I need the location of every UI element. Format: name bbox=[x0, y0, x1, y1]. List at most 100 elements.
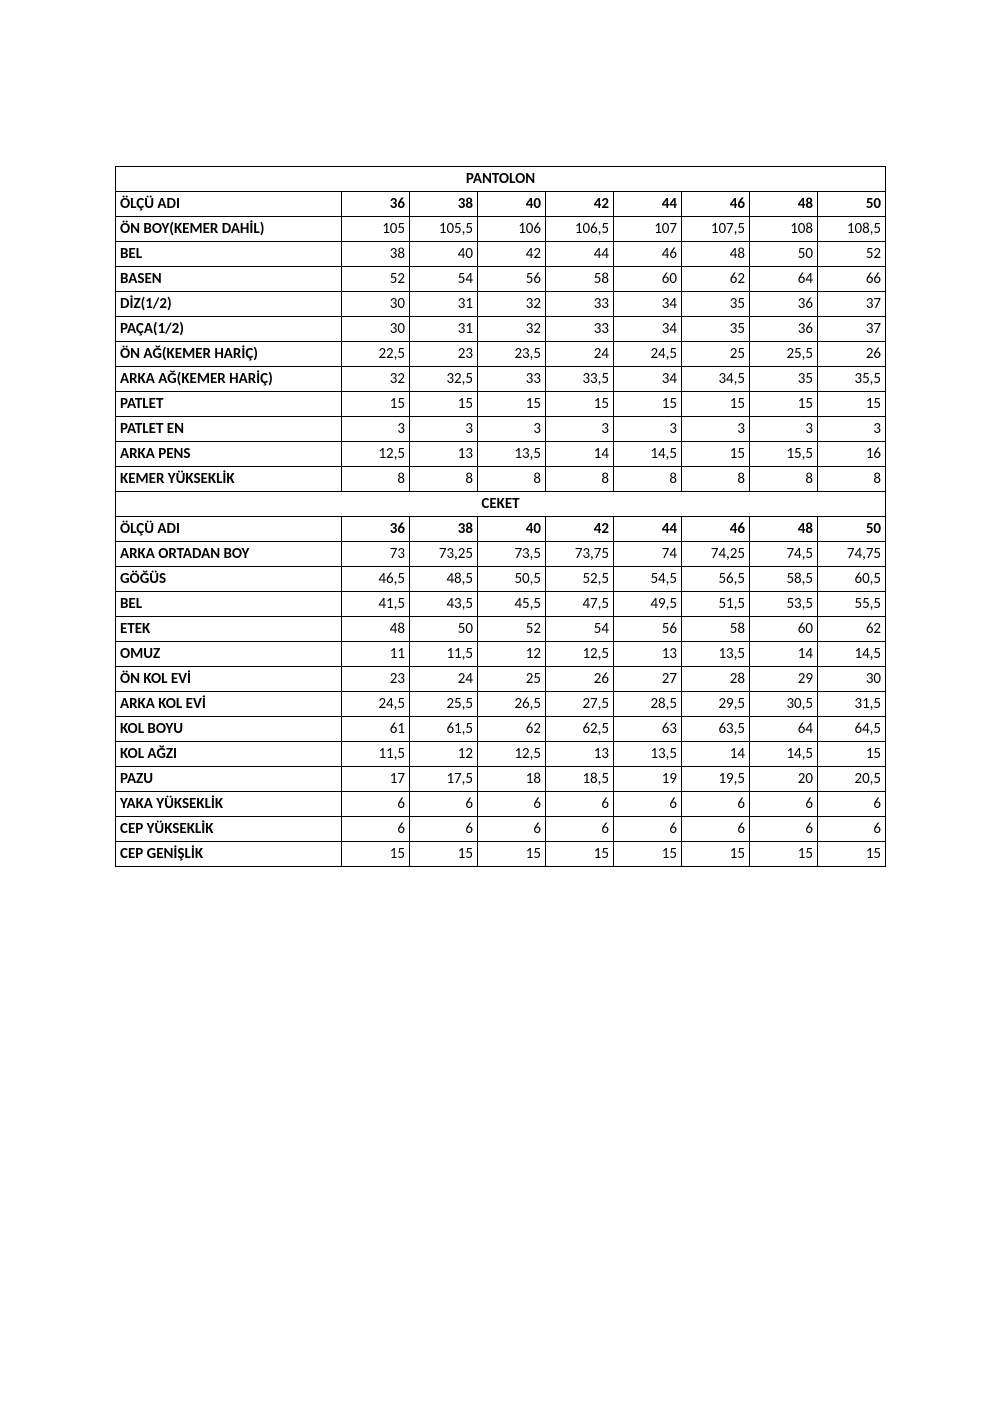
measure-value: 30 bbox=[818, 667, 886, 692]
measure-value: 58,5 bbox=[750, 567, 818, 592]
measure-value: 66 bbox=[818, 267, 886, 292]
measure-label: KOL AĞZI bbox=[116, 742, 342, 767]
measure-value: 15 bbox=[342, 392, 410, 417]
measure-value: 62,5 bbox=[546, 717, 614, 742]
measure-value: 73,25 bbox=[410, 542, 478, 567]
measure-label: ETEK bbox=[116, 617, 342, 642]
measure-value: 6 bbox=[750, 817, 818, 842]
measure-value: 74,75 bbox=[818, 542, 886, 567]
measure-value: 50,5 bbox=[478, 567, 546, 592]
table-row: ÖN AĞ(KEMER HARİÇ)22,52323,52424,52525,5… bbox=[116, 342, 886, 367]
measure-value: 34 bbox=[614, 292, 682, 317]
measure-value: 14,5 bbox=[614, 442, 682, 467]
table-row: ARKA PENS12,51313,51414,51515,516 bbox=[116, 442, 886, 467]
measure-value: 18,5 bbox=[546, 767, 614, 792]
measure-value: 19,5 bbox=[682, 767, 750, 792]
measure-value: 107,5 bbox=[682, 217, 750, 242]
measure-value: 38 bbox=[342, 242, 410, 267]
measure-value: 3 bbox=[818, 417, 886, 442]
measure-value: 19 bbox=[614, 767, 682, 792]
measure-value: 14,5 bbox=[750, 742, 818, 767]
table-row: DİZ(1/2)3031323334353637 bbox=[116, 292, 886, 317]
measure-label: KEMER YÜKSEKLİK bbox=[116, 467, 342, 492]
measure-label: PAÇA(1/2) bbox=[116, 317, 342, 342]
size-header: 38 bbox=[410, 192, 478, 217]
measure-value: 11,5 bbox=[410, 642, 478, 667]
table-row: BEL41,543,545,547,549,551,553,555,5 bbox=[116, 592, 886, 617]
measure-value: 13 bbox=[614, 642, 682, 667]
measure-value: 34,5 bbox=[682, 367, 750, 392]
measure-value: 24,5 bbox=[342, 692, 410, 717]
measure-value: 27,5 bbox=[546, 692, 614, 717]
measure-value: 15 bbox=[682, 842, 750, 867]
measure-value: 37 bbox=[818, 292, 886, 317]
measure-value: 28,5 bbox=[614, 692, 682, 717]
measure-value: 8 bbox=[682, 467, 750, 492]
measure-value: 6 bbox=[478, 817, 546, 842]
measure-value: 33 bbox=[546, 317, 614, 342]
measure-value: 24 bbox=[410, 667, 478, 692]
measure-value: 40 bbox=[410, 242, 478, 267]
measure-value: 15 bbox=[818, 742, 886, 767]
measure-value: 6 bbox=[750, 792, 818, 817]
measure-value: 58 bbox=[682, 617, 750, 642]
measure-value: 6 bbox=[478, 792, 546, 817]
measure-value: 35 bbox=[682, 317, 750, 342]
measure-value: 6 bbox=[818, 792, 886, 817]
measure-value: 31 bbox=[410, 317, 478, 342]
measure-value: 36 bbox=[750, 317, 818, 342]
size-header: 40 bbox=[478, 517, 546, 542]
measure-value: 15 bbox=[750, 392, 818, 417]
size-header: 50 bbox=[818, 192, 886, 217]
header-label: ÖLÇÜ ADI bbox=[116, 517, 342, 542]
measure-value: 58 bbox=[546, 267, 614, 292]
measure-value: 18 bbox=[478, 767, 546, 792]
size-header: 36 bbox=[342, 192, 410, 217]
measure-value: 74,25 bbox=[682, 542, 750, 567]
measure-label: BEL bbox=[116, 592, 342, 617]
measure-value: 27 bbox=[614, 667, 682, 692]
measure-value: 73,75 bbox=[546, 542, 614, 567]
table-row: YAKA YÜKSEKLİK66666666 bbox=[116, 792, 886, 817]
measure-value: 12,5 bbox=[478, 742, 546, 767]
table-row: CEP YÜKSEKLİK66666666 bbox=[116, 817, 886, 842]
measure-value: 105 bbox=[342, 217, 410, 242]
measure-value: 15 bbox=[342, 842, 410, 867]
measure-value: 46 bbox=[614, 242, 682, 267]
measure-value: 37 bbox=[818, 317, 886, 342]
size-header: 42 bbox=[546, 192, 614, 217]
measure-value: 42 bbox=[478, 242, 546, 267]
measure-value: 15 bbox=[614, 842, 682, 867]
measure-value: 106 bbox=[478, 217, 546, 242]
measure-value: 52 bbox=[342, 267, 410, 292]
measure-value: 64 bbox=[750, 267, 818, 292]
measure-value: 56 bbox=[478, 267, 546, 292]
measure-label: YAKA YÜKSEKLİK bbox=[116, 792, 342, 817]
measure-value: 34 bbox=[614, 317, 682, 342]
measure-value: 11,5 bbox=[342, 742, 410, 767]
measure-value: 14,5 bbox=[818, 642, 886, 667]
measure-label: DİZ(1/2) bbox=[116, 292, 342, 317]
table-row: KOL BOYU6161,56262,56363,56464,5 bbox=[116, 717, 886, 742]
measure-value: 20 bbox=[750, 767, 818, 792]
measure-value: 3 bbox=[410, 417, 478, 442]
measure-value: 26 bbox=[546, 667, 614, 692]
measure-label: ÖN KOL EVİ bbox=[116, 667, 342, 692]
measure-value: 15,5 bbox=[750, 442, 818, 467]
measure-value: 32 bbox=[478, 292, 546, 317]
measure-value: 13,5 bbox=[478, 442, 546, 467]
measure-value: 51,5 bbox=[682, 592, 750, 617]
measure-value: 14 bbox=[682, 742, 750, 767]
measure-value: 44 bbox=[546, 242, 614, 267]
measure-value: 6 bbox=[614, 817, 682, 842]
measure-value: 6 bbox=[546, 792, 614, 817]
measure-value: 61,5 bbox=[410, 717, 478, 742]
measure-label: BEL bbox=[116, 242, 342, 267]
measure-value: 14 bbox=[750, 642, 818, 667]
measure-value: 46,5 bbox=[342, 567, 410, 592]
measure-value: 60,5 bbox=[818, 567, 886, 592]
measure-value: 6 bbox=[342, 817, 410, 842]
measure-value: 62 bbox=[478, 717, 546, 742]
measure-value: 13 bbox=[410, 442, 478, 467]
measure-value: 34 bbox=[614, 367, 682, 392]
